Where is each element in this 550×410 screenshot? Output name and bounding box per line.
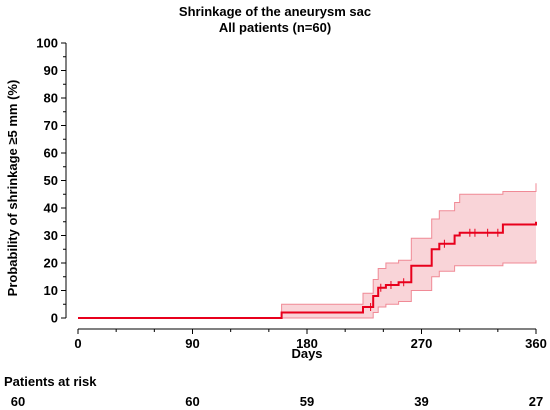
risk-table-value: 27	[528, 394, 544, 409]
y-tick-label: 70	[44, 118, 58, 133]
x-tick-label: 90	[185, 336, 199, 351]
y-tick-label: 30	[44, 228, 58, 243]
y-tick-label: 80	[44, 91, 58, 106]
y-tick-label: 60	[44, 146, 58, 161]
y-tick-label: 90	[44, 63, 58, 78]
risk-table-value: 59	[299, 394, 315, 409]
y-tick-label: 100	[36, 36, 58, 51]
survival-line	[78, 221, 537, 319]
ci-upper-line	[78, 183, 537, 319]
y-tick-label: 10	[44, 283, 58, 298]
x-tick-label: 0	[74, 336, 81, 351]
y-tick-label: 20	[44, 256, 58, 271]
chart-title: Shrinkage of the aneurysm sac	[178, 4, 372, 19]
y-tick-label: 0	[51, 311, 58, 326]
risk-table-value: 60	[185, 394, 200, 409]
chart-subtitle: All patients (n=60)	[218, 20, 332, 35]
x-axis-label: Days	[291, 346, 322, 361]
x-tick-label: 360	[525, 336, 547, 351]
risk-table-value: 60	[10, 394, 26, 409]
x-tick-label: 270	[411, 336, 433, 351]
confidence-band	[78, 183, 536, 318]
y-tick-label: 40	[44, 201, 58, 216]
ci-lower-line	[78, 260, 537, 319]
y-axis-label: Probability of shrinkage ≥5 mm (%)	[5, 80, 20, 297]
y-tick-label: 50	[44, 173, 58, 188]
risk-table-title: Patients at risk	[4, 374, 97, 389]
risk-table-value: 39	[414, 394, 429, 409]
x-tick-label: 180	[296, 336, 318, 351]
